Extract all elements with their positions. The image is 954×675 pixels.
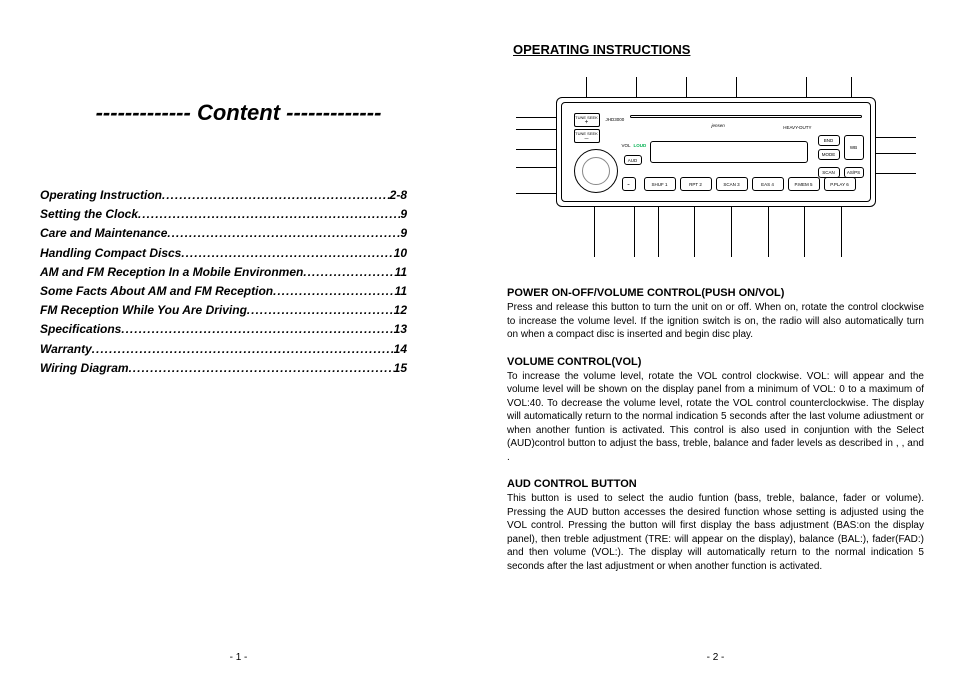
section-heading: POWER ON-OFF/VOLUME CONTROL(PUSH ON/VOL) — [507, 287, 924, 299]
toc-row: Operating Instruction 2-8 — [40, 186, 407, 205]
section: AUD CONTROL BUTTON This button is used t… — [507, 478, 924, 573]
leader-line — [731, 207, 732, 257]
radio-diagram: TUNE SEEK＋ TUNE SEEK— JHD3000 jensen HEA… — [516, 77, 916, 257]
toc-label: Care and Maintenance — [40, 224, 167, 243]
operating-heading: OPERATING INSTRUCTIONS — [513, 42, 924, 57]
toc-page: 12 — [394, 301, 407, 320]
power-button: 𝄐 — [622, 177, 636, 191]
radio-unit: TUNE SEEK＋ TUNE SEEK— JHD3000 jensen HEA… — [556, 97, 876, 207]
brand-label: jensen — [712, 123, 725, 128]
toc-label: Specifications — [40, 320, 121, 339]
toc-label: Handling Compact Discs — [40, 244, 181, 263]
toc-label: AM and FM Reception In a Mobile Environm… — [40, 263, 303, 282]
section-heading: VOLUME CONTROL(VOL) — [507, 356, 924, 368]
toc-page: 2-8 — [390, 186, 407, 205]
toc-page: 10 — [394, 244, 407, 263]
mode-button: MODE — [818, 149, 840, 160]
cd-slot — [630, 115, 862, 118]
toc-label: Wiring Diagram — [40, 359, 129, 378]
table-of-contents: Operating Instruction 2-8 Setting the Clo… — [30, 186, 447, 378]
page-number: - 1 - — [0, 652, 477, 663]
toc-dots — [92, 340, 394, 359]
toc-dots — [162, 186, 390, 205]
model-label: JHD3000 — [606, 117, 625, 122]
toc-page: 11 — [395, 282, 407, 301]
display-window — [650, 141, 808, 163]
preset-6-button: P.PLAY 6 — [824, 177, 856, 191]
preset-5-button: P.MEM 5 — [788, 177, 820, 191]
leader-line — [874, 173, 916, 174]
toc-dots — [167, 224, 400, 243]
page-right: OPERATING INSTRUCTIONS TUNE SEEK＋ — [477, 0, 954, 675]
leader-line — [874, 153, 916, 154]
toc-row: Care and Maintenance 9 — [40, 224, 407, 243]
toc-dots — [303, 263, 394, 282]
section: POWER ON-OFF/VOLUME CONTROL(PUSH ON/VOL)… — [507, 287, 924, 342]
wb-button: WB — [844, 135, 864, 160]
toc-label: Setting the Clock — [40, 205, 138, 224]
toc-dots — [273, 282, 394, 301]
leader-line — [768, 207, 769, 257]
toc-label: FM Reception While You Are Driving — [40, 301, 247, 320]
toc-row: Handling Compact Discs 10 — [40, 244, 407, 263]
volume-knob — [574, 149, 618, 193]
preset-1-button: SHUF 1 — [644, 177, 676, 191]
section: VOLUME CONTROL(VOL) To increase the volu… — [507, 356, 924, 465]
bnd-button: BND — [818, 135, 840, 146]
toc-dots — [138, 205, 400, 224]
vol-label: VOL — [622, 143, 631, 148]
tune-down-button: TUNE SEEK— — [574, 129, 600, 143]
leader-line — [516, 149, 560, 150]
preset-2-button: RPT 2 — [680, 177, 712, 191]
preset-3-button: SCAN 3 — [716, 177, 748, 191]
page-left: ------------- Content ------------- Oper… — [0, 0, 477, 675]
leader-line — [586, 77, 587, 99]
toc-row: Some Facts About AM and FM Reception 11 — [40, 282, 407, 301]
toc-row: FM Reception While You Are Driving 12 — [40, 301, 407, 320]
toc-label: Operating Instruction — [40, 186, 162, 205]
toc-row: Specifications 13 — [40, 320, 407, 339]
toc-row: Wiring Diagram 15 — [40, 359, 407, 378]
section-heading: AUD CONTROL BUTTON — [507, 478, 924, 490]
toc-dots — [129, 359, 394, 378]
aud-button: AUD — [624, 155, 642, 165]
leader-line — [658, 207, 659, 257]
leader-line — [874, 137, 916, 138]
toc-row: Warranty 14 — [40, 340, 407, 359]
plus-icon: ＋ — [585, 120, 589, 124]
toc-page: 14 — [394, 340, 407, 359]
heavy-duty-label: HEAVY-DUTY — [783, 125, 811, 130]
toc-row: Setting the Clock 9 — [40, 205, 407, 224]
toc-page: 15 — [394, 359, 407, 378]
toc-dots — [121, 320, 393, 339]
leader-line — [694, 207, 695, 257]
toc-label: Some Facts About AM and FM Reception — [40, 282, 273, 301]
content-heading: ------------- Content ------------- — [30, 100, 447, 126]
toc-page: 13 — [394, 320, 407, 339]
preset-4-button: EAS 4 — [752, 177, 784, 191]
loud-label: LOUD — [634, 143, 647, 148]
leader-line — [841, 207, 842, 257]
minus-icon: — — [585, 136, 589, 140]
toc-label: Warranty — [40, 340, 92, 359]
toc-row: AM and FM Reception In a Mobile Environm… — [40, 263, 407, 282]
section-body: This button is used to select the audio … — [507, 492, 924, 573]
toc-page: 9 — [400, 205, 407, 224]
section-body: Press and release this button to turn th… — [507, 301, 924, 342]
page-number: - 2 - — [477, 652, 954, 663]
toc-page: 11 — [395, 263, 407, 282]
leader-line — [634, 207, 635, 257]
toc-dots — [181, 244, 393, 263]
radio-bezel: TUNE SEEK＋ TUNE SEEK— JHD3000 jensen HEA… — [561, 102, 871, 202]
leader-line — [594, 207, 595, 257]
leader-line — [804, 207, 805, 257]
tune-up-button: TUNE SEEK＋ — [574, 113, 600, 127]
toc-page: 9 — [400, 224, 407, 243]
toc-dots — [247, 301, 394, 320]
section-body: To increase the volume level, rotate the… — [507, 370, 924, 465]
